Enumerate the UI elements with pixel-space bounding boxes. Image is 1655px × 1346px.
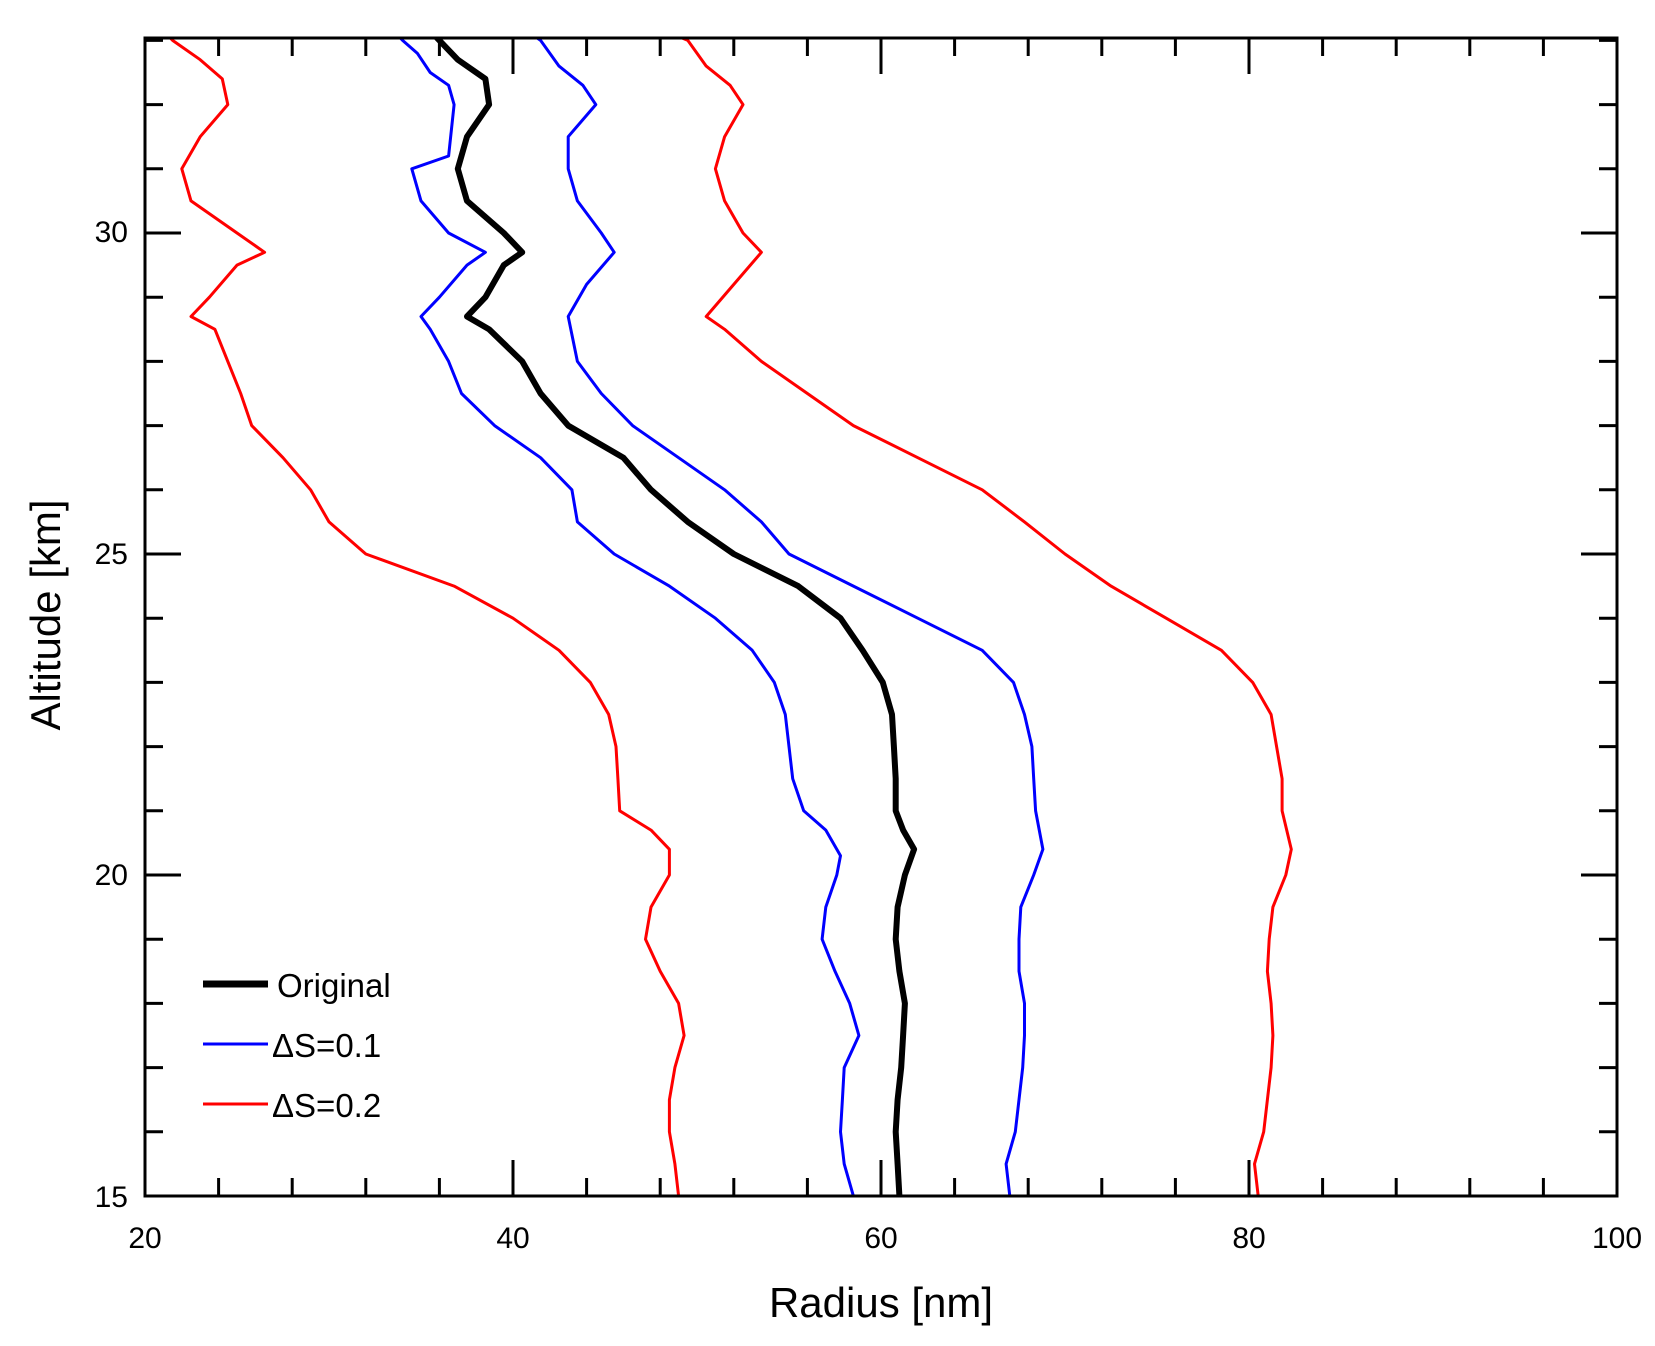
y-tick-label: 20 [95,859,128,892]
legend: Original ΔS=0.1 ΔS=0.2 [203,967,391,1124]
series-line-1 [398,38,861,1196]
series-layer [168,38,1293,1196]
y-tick-label: 15 [95,1181,128,1214]
legend-label-ds02: ΔS=0.2 [272,1087,381,1124]
series-line-0 [432,38,918,1196]
y-tick-label: 25 [95,538,128,571]
x-tick-label: 60 [864,1222,897,1255]
y-tick-label: 30 [95,216,128,249]
x-tick-label: 80 [1232,1222,1265,1255]
y-axis-title: Altitude [km] [22,499,69,730]
x-tick-label: 40 [496,1222,529,1255]
x-tick-label: 20 [128,1222,161,1255]
plot-frame [143,36,1619,1198]
series-line-3 [168,38,686,1196]
x-tick-label: 100 [1592,1222,1642,1255]
series-line-4 [678,38,1293,1196]
series-line-2 [534,38,1045,1196]
ticks-layer [143,38,1619,1198]
legend-label-original: Original [277,967,391,1004]
x-axis-title: Radius [nm] [769,1279,993,1326]
legend-label-ds01: ΔS=0.1 [272,1027,381,1064]
